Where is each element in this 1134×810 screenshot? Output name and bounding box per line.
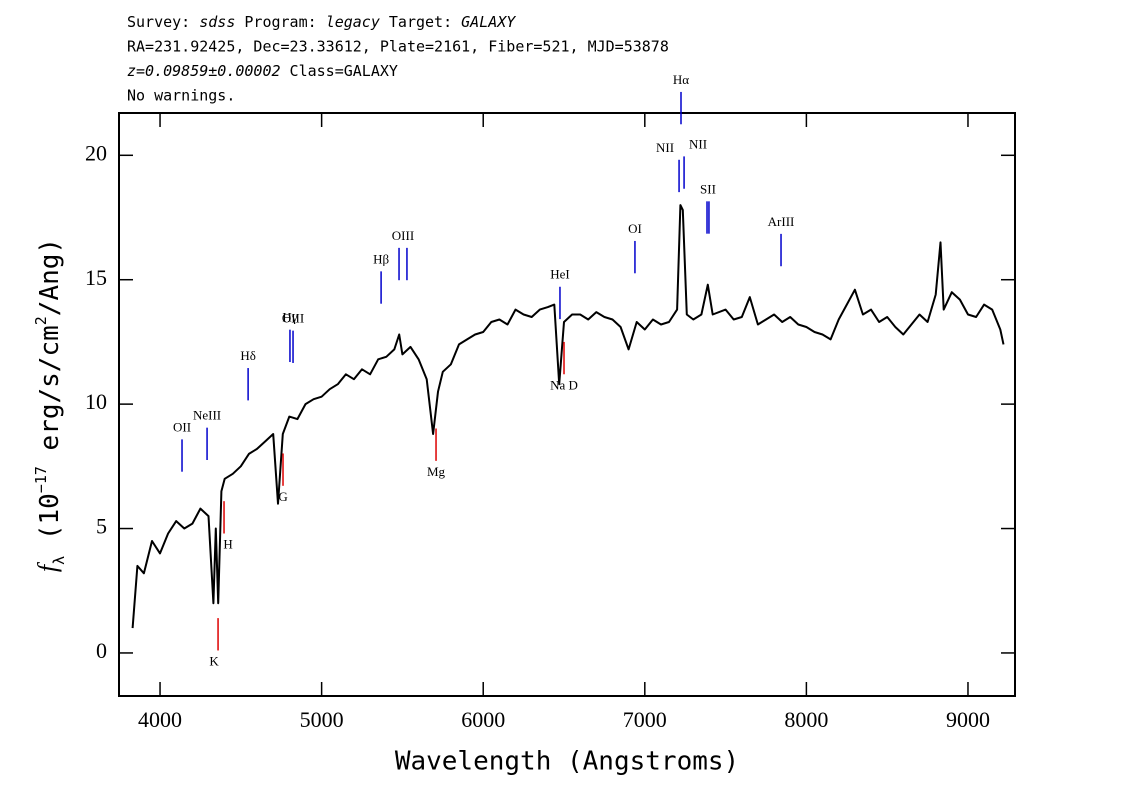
emission-label: Hδ: [240, 348, 256, 363]
emission-label: OIII: [392, 228, 414, 243]
y-axis-label-part: f: [33, 561, 62, 572]
y-axis-label-part: /Ang): [35, 238, 65, 316]
x-tick-label: 8000: [784, 707, 828, 732]
emission-label: NII: [689, 136, 707, 151]
y-axis-label-part: (10: [35, 493, 65, 556]
header-text: Survey:: [127, 13, 199, 31]
y-axis-label-part: −17: [32, 466, 50, 493]
y-tick-label: 0: [96, 638, 107, 663]
header-line: z=0.09859±0.00002 Class=GALAXY: [127, 62, 398, 80]
header-text: Program:: [235, 13, 325, 31]
emission-label: Hβ: [373, 251, 389, 266]
emission-label: OI: [628, 221, 642, 236]
y-tick-label: 15: [85, 265, 107, 290]
emission-label: OII: [173, 419, 191, 434]
y-axis-label-part: λ: [50, 556, 68, 565]
x-tick-label: 9000: [946, 707, 990, 732]
header-line: RA=231.92425, Dec=23.33612, Plate=2161, …: [127, 37, 669, 55]
header-text: Class=GALAXY: [281, 62, 398, 80]
emission-label: ArIII: [768, 214, 795, 229]
x-axis-label: Wavelength (Angstroms): [395, 747, 739, 777]
emission-label: NeIII: [193, 408, 221, 423]
y-tick-label: 20: [85, 140, 107, 165]
header-text: No warnings.: [127, 86, 235, 104]
plot-frame: [118, 112, 1016, 697]
header-text: Target:: [380, 13, 461, 31]
header-line: Survey: sdss Program: legacy Target: GAL…: [127, 13, 516, 31]
y-axis-label-part: erg/s/cm: [35, 325, 65, 466]
absorption-label: G: [278, 489, 287, 504]
x-tick-label: 7000: [623, 707, 667, 732]
absorption-label: Mg: [427, 464, 446, 479]
y-tick-label: 10: [85, 389, 107, 414]
emission-label: Hα: [673, 72, 689, 87]
y-tick-label: 5: [96, 514, 107, 539]
emission-label: NII: [656, 140, 674, 155]
absorption-label: K: [209, 653, 219, 668]
spectrum-line: [131, 204, 1005, 629]
y-axis-label-part: 2: [32, 316, 50, 325]
emission-label: HeI: [550, 267, 570, 282]
header-text: sdss: [199, 13, 235, 31]
y-axis-label: fλ (10−17 erg/s/cm2/Ang): [32, 238, 68, 572]
header-text: GALAXY: [461, 13, 516, 31]
absorption-label: Na D: [550, 377, 578, 392]
x-tick-label: 5000: [300, 707, 344, 732]
emission-label: OIII: [282, 311, 304, 326]
header-text: z=0.09859±0.00002: [127, 62, 281, 80]
header-line: No warnings.: [127, 86, 235, 104]
emission-label: SII: [700, 181, 716, 196]
x-tick-label: 6000: [461, 707, 505, 732]
x-tick-label: 4000: [138, 707, 182, 732]
emission-label: Hγ: [282, 310, 297, 325]
header-text: legacy: [326, 13, 380, 31]
absorption-label: H: [223, 537, 232, 552]
header-text: RA=231.92425, Dec=23.33612, Plate=2161, …: [127, 37, 669, 55]
